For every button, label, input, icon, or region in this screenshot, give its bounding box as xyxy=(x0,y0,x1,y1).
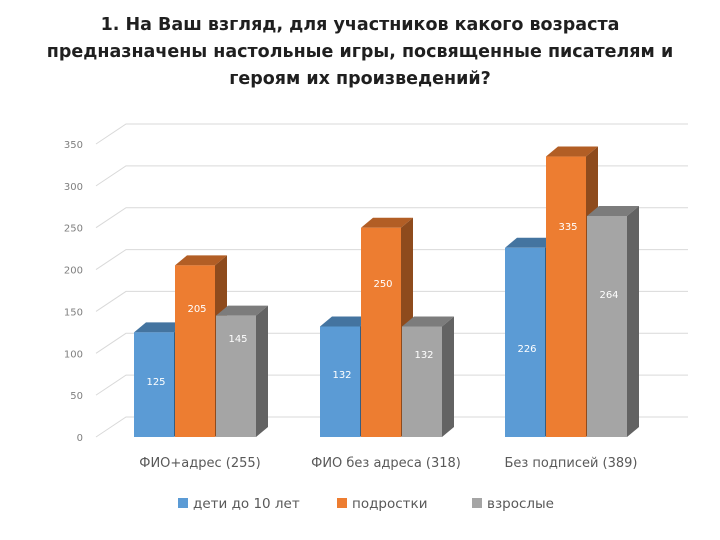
y-tick-label: 350 xyxy=(64,140,83,151)
data-labels: 125 205 145 132 250 132 226 335 264 xyxy=(146,222,618,388)
category-labels: ФИО+адрес (255) ФИО без адреса (318) Без п… xyxy=(139,456,637,471)
title-line-2: предназначены настольные игры, посвященн… xyxy=(46,42,674,62)
y-tick-label: 150 xyxy=(64,307,83,318)
bar-front xyxy=(505,247,545,437)
gridline xyxy=(95,332,688,354)
bar-top xyxy=(216,305,268,316)
legend-item: взрослые xyxy=(472,496,554,512)
bar-front xyxy=(587,215,627,437)
data-label: 132 xyxy=(332,370,351,381)
data-label: 205 xyxy=(187,304,206,315)
data-label: 125 xyxy=(146,377,165,388)
bar xyxy=(587,205,639,437)
legend-label: взрослые xyxy=(487,496,554,512)
y-tick-label: 250 xyxy=(64,224,83,235)
category-label: ФИО без адреса (318) xyxy=(311,456,461,471)
legend-item: подростки xyxy=(337,496,427,512)
grid-lines xyxy=(95,123,688,438)
title-line-3: героям их произведений? xyxy=(229,69,491,89)
data-label: 145 xyxy=(228,334,247,345)
bar xyxy=(175,255,227,437)
y-tick-label: 100 xyxy=(64,349,83,360)
bar-top xyxy=(402,316,454,327)
bar xyxy=(402,316,454,437)
title-line-1: 1. На Ваш взгляд, для участников какого … xyxy=(100,15,620,35)
y-tick-label: 50 xyxy=(70,391,83,402)
legend-label: дети до 10 лет xyxy=(193,496,300,512)
bar-front xyxy=(175,265,215,437)
legend-label: подростки xyxy=(352,496,427,512)
bar-front xyxy=(361,227,401,437)
data-label: 132 xyxy=(414,350,433,361)
legend-swatch xyxy=(472,498,482,508)
bar-front xyxy=(546,156,586,438)
bar-top xyxy=(134,322,186,333)
bar-front xyxy=(134,332,174,437)
data-label: 226 xyxy=(517,344,536,355)
bar-top xyxy=(505,237,557,248)
legend-item: дети до 10 лет xyxy=(178,496,300,512)
legend-swatch xyxy=(178,498,188,508)
y-tick-label: 0 xyxy=(77,433,83,444)
gridline xyxy=(95,207,688,229)
bar-top xyxy=(587,205,639,216)
bar-top xyxy=(175,255,227,266)
bar-side xyxy=(627,205,639,437)
category-label: ФИО+адрес (255) xyxy=(139,456,260,471)
bar-top xyxy=(546,146,598,157)
bar xyxy=(216,305,268,437)
y-axis-ticks: 0 50 100 150 200 250 300 350 xyxy=(64,140,83,444)
bar-front xyxy=(216,315,256,437)
gridline xyxy=(95,290,688,312)
bar-side xyxy=(442,316,454,437)
category-label: Без подписей (389) xyxy=(504,456,637,471)
bar-front xyxy=(320,326,360,437)
y-tick-label: 200 xyxy=(64,266,83,277)
data-label: 264 xyxy=(599,290,618,301)
bar-side xyxy=(256,305,268,437)
bar-top xyxy=(361,217,413,228)
gridline xyxy=(95,123,688,145)
gridline xyxy=(95,165,688,187)
bar-top xyxy=(320,316,372,327)
gridline xyxy=(95,249,688,270)
legend: дети до 10 лет подростки взрослые xyxy=(178,496,554,512)
gridline xyxy=(95,416,688,438)
legend-swatch xyxy=(337,498,347,508)
data-label: 335 xyxy=(558,222,577,233)
gridline xyxy=(95,374,688,396)
bars xyxy=(134,146,639,438)
y-tick-label: 300 xyxy=(64,182,83,193)
data-label: 250 xyxy=(373,279,392,290)
slide-title: 1. На Ваш взгляд, для участников какого … xyxy=(20,12,700,93)
bar-front xyxy=(402,326,442,437)
